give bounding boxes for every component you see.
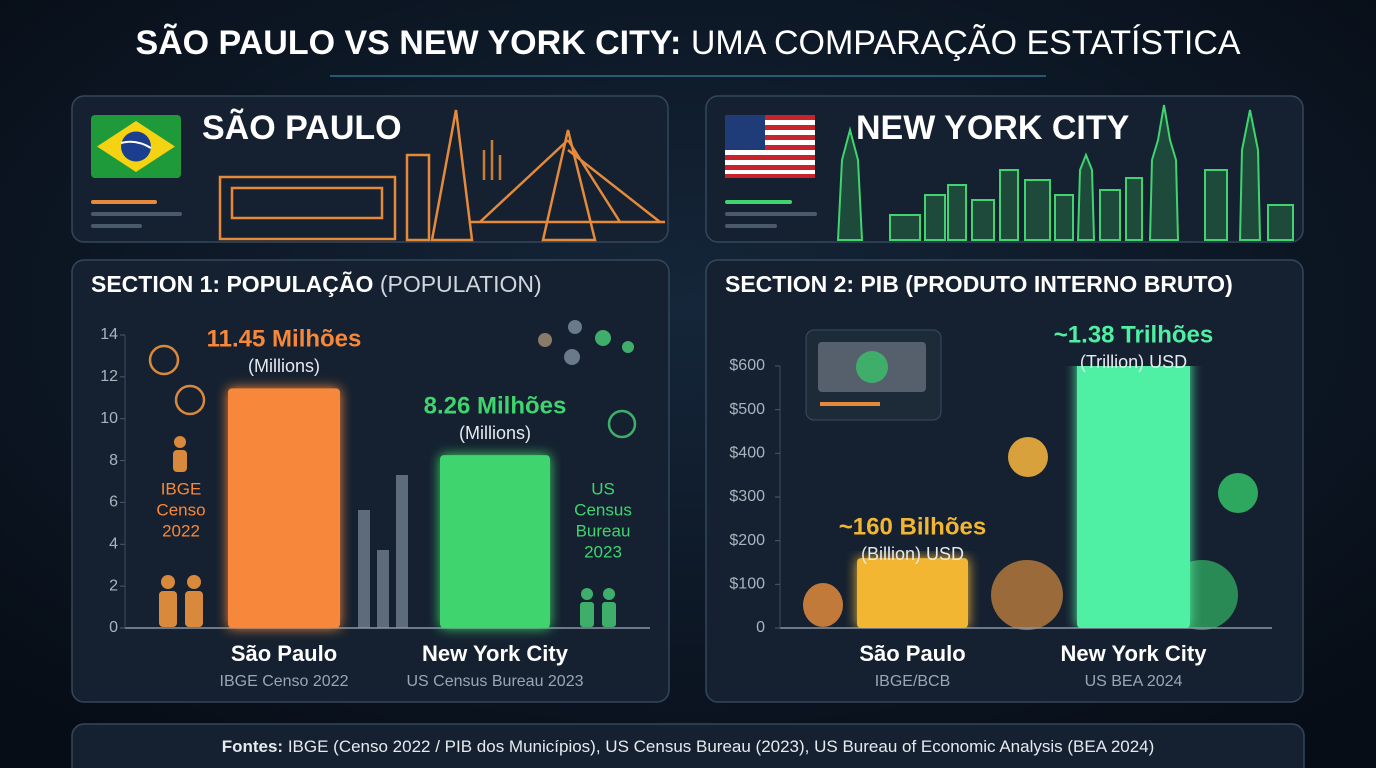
decor-bars [358,475,408,628]
brazil-flag [91,115,181,178]
y-tick-label: 10 [100,410,118,427]
value-label: ~1.38 Trilhões [1054,321,1213,348]
source-note: US [591,479,615,498]
sao-paulo-lines [91,200,817,228]
y-tick-label: 4 [109,536,118,553]
value-label: 8.26 Milhões [424,392,567,419]
city-header: NEW YORK CITY [856,109,1130,147]
y-tick-label: 14 [100,326,118,343]
y-tick-label: $200 [729,532,765,549]
usa-flag [725,115,815,178]
y-tick-label: 12 [100,368,118,385]
bar [857,558,968,628]
section-panel [705,259,1304,703]
value-label: 11.45 Milhões [207,326,362,353]
y-tick-label: $500 [729,401,765,418]
section-title: SECTION 1: POPULAÇÃO (POPULATION) [91,270,542,297]
page-title: SÃO PAULO VS NEW YORK CITY: UMA COMPARAÇ… [135,24,1240,62]
y-tick-label: 6 [109,494,118,511]
sao-paulo-skyline [218,109,665,242]
y-tick-label: $100 [729,576,765,593]
source-note: 2023 [584,542,622,561]
y-tick-label: $300 [729,488,765,505]
bar [1077,366,1190,628]
y-tick-label: 2 [109,577,118,594]
value-note: (Millions) [248,356,320,376]
section-title: SECTION 2: PIB (PRODUTO INTERNO BRUTO) [725,271,1233,297]
nyc-skyline [836,104,1294,241]
source-note: Bureau [576,521,631,540]
y-tick-label: $400 [729,445,765,462]
y-tick-label: 8 [109,452,118,469]
source-note: 2022 [162,521,200,540]
bar [440,455,550,628]
category-source: IBGE Censo 2022 [220,673,349,690]
category-source: US Census Bureau 2023 [407,673,584,690]
source-note: Census [574,500,632,519]
category-label: São Paulo [859,641,965,666]
category-label: New York City [422,641,569,666]
y-tick-label: 0 [756,619,765,636]
value-note: (Millions) [459,423,531,443]
category-label: New York City [1061,641,1208,666]
y-tick-label: $600 [729,357,765,374]
money-icons [803,329,1258,630]
sources-footer: Fontes: IBGE (Censo 2022 / PIB dos Munic… [222,737,1155,756]
value-note: (Billion) USD [861,544,964,564]
y-tick-label: 0 [109,619,118,636]
bar [228,388,340,628]
category-label: São Paulo [231,641,337,666]
footer-panel [71,723,1305,768]
category-source: IBGE/BCB [875,673,951,690]
people-icons [538,320,637,627]
category-source: US BEA 2024 [1085,673,1183,690]
value-label: ~160 Bilhões [839,513,986,540]
people-icons [148,344,206,627]
value-note: (Trillion) USD [1080,352,1187,372]
source-note: IBGE [161,479,202,498]
city-header: SÃO PAULO [202,109,402,147]
source-note: Censo [156,500,205,519]
